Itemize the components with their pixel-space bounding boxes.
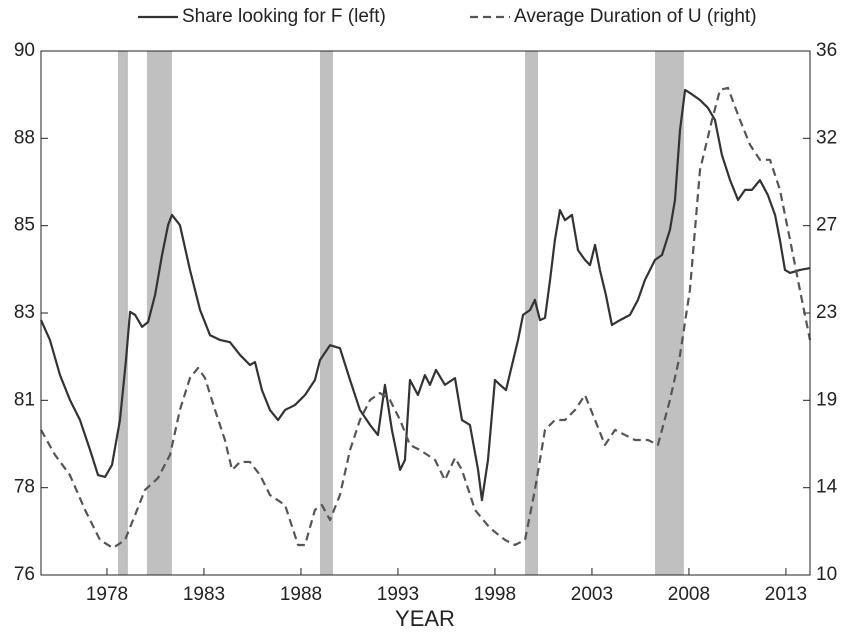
y-tick-label: 83: [14, 302, 35, 323]
y2-tick-label: 27: [816, 215, 837, 236]
shaded-band: [319, 51, 333, 575]
y-tick-label: 85: [14, 215, 35, 236]
y-tick-label: 76: [14, 564, 35, 585]
y2-tick-label: 36: [816, 40, 837, 61]
y2-tick-label: 32: [816, 127, 837, 148]
y2-tick-label: 10: [816, 564, 837, 585]
shaded-band: [118, 51, 128, 575]
shaded-band: [525, 51, 539, 575]
x-axis-label: YEAR: [395, 606, 455, 631]
y-tick-label: 88: [14, 127, 35, 148]
y-tick-label: 90: [14, 40, 35, 61]
legend-label: Average Duration of U (right): [514, 6, 757, 27]
y-tick-label: 81: [14, 389, 35, 410]
y2-tick-label: 19: [816, 389, 837, 410]
x-tick-label: 1978: [86, 584, 128, 605]
x-tick-label: 1993: [377, 584, 419, 605]
y2-tick-label: 14: [816, 477, 838, 498]
x-tick-label: 2003: [571, 584, 613, 605]
plot-frame: [40, 50, 811, 576]
series-line: [40, 86, 812, 550]
y-tick-label: 78: [14, 477, 35, 498]
x-tick-label: 1988: [280, 584, 322, 605]
x-tick-label: 1983: [183, 584, 225, 605]
series-line: [39, 88, 811, 502]
y2-tick-label: 23: [816, 302, 837, 323]
legend-label: Share looking for F (left): [182, 6, 386, 27]
x-tick-label: 2008: [668, 584, 710, 605]
x-tick-label: 2013: [765, 584, 807, 605]
x-tick-label: 1998: [474, 584, 516, 605]
